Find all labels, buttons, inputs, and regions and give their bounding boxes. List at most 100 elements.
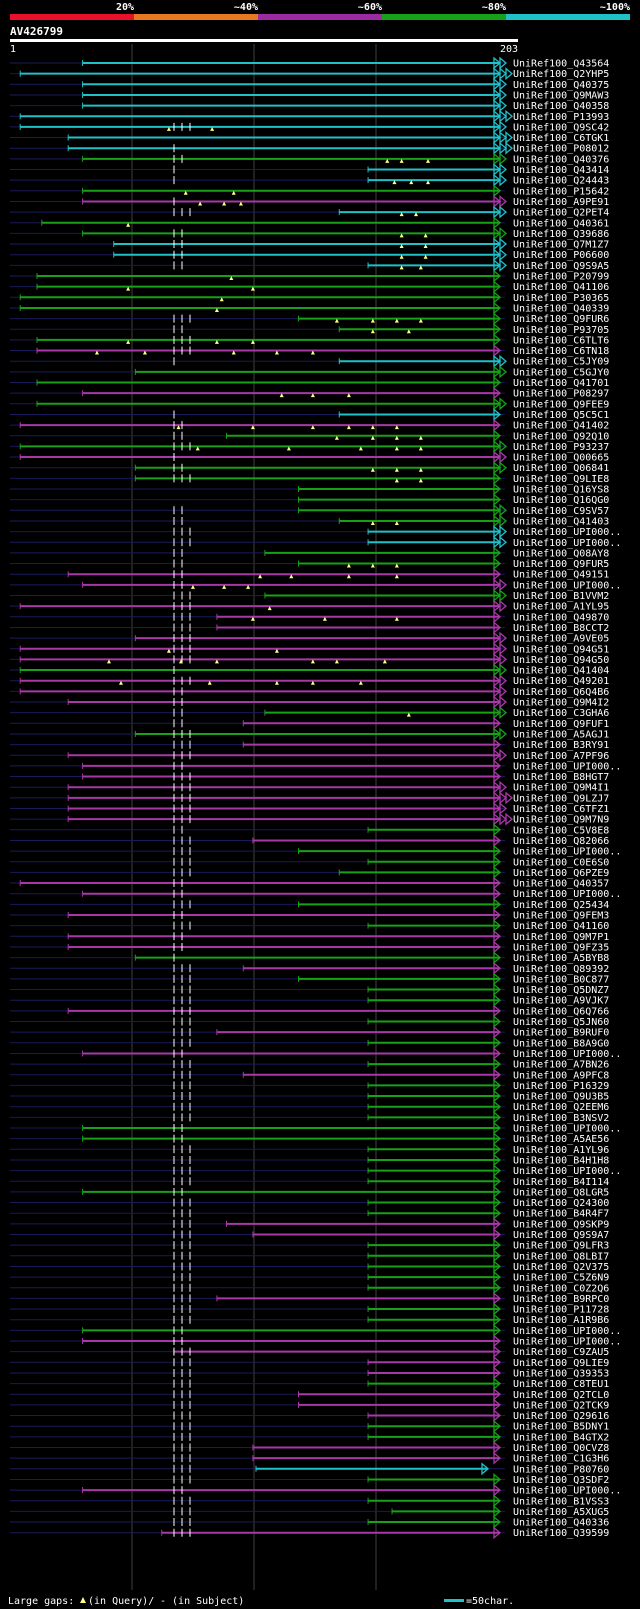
hit-label[interactable]: UniRef100_UPI000.. [513, 1337, 621, 1348]
hit-row[interactable]: UniRef100_A9PE91 [10, 195, 609, 208]
hit-row[interactable]: UniRef100_A5BYB8 [10, 951, 609, 965]
hit-label[interactable]: UniRef100_UPI000.. [513, 889, 621, 900]
hit-row[interactable]: UniRef100_P06600 [10, 248, 609, 262]
hit-label[interactable]: UniRef100_Q9SC42 [513, 122, 609, 133]
hit-label[interactable]: UniRef100_Q9FEM3 [513, 911, 609, 922]
hit-row[interactable]: UniRef100_B4I114 [10, 1174, 609, 1188]
hit-row[interactable]: UniRef100_B1VVM2 [10, 589, 609, 603]
hit-label[interactable]: UniRef100_Q40375 [513, 80, 609, 91]
hit-row[interactable]: UniRef100_B4GTX2 [10, 1430, 609, 1444]
hit-row[interactable]: UniRef100_Q43414 [10, 163, 609, 177]
hit-label[interactable]: UniRef100_P15642 [513, 186, 609, 197]
hit-label[interactable]: UniRef100_Q00665 [513, 453, 609, 464]
hit-label[interactable]: UniRef100_UPI000.. [513, 847, 621, 858]
hit-row[interactable]: UniRef100_A7PF96 [10, 748, 609, 762]
hit-row[interactable]: UniRef100_C8TEU1 [10, 1377, 609, 1391]
hit-row[interactable]: UniRef100_Q9LFR3 [10, 1238, 609, 1252]
hit-label[interactable]: UniRef100_UPI000.. [513, 1124, 621, 1135]
hit-row[interactable]: UniRef100_P08012 [10, 141, 609, 155]
hit-row[interactable]: UniRef100_Q41701 [10, 376, 609, 390]
hit-label[interactable]: UniRef100_C1G3H6 [513, 1454, 609, 1465]
hit-label[interactable]: UniRef100_P20799 [513, 272, 609, 283]
hit-label[interactable]: UniRef100_Q9MAW3 [513, 90, 609, 101]
hit-row[interactable]: UniRef100_P11728 [10, 1302, 609, 1316]
hit-row[interactable]: UniRef100_Q94G50 [10, 653, 609, 666]
hit-row[interactable]: UniRef100_Q9M7P1 [10, 929, 609, 943]
hit-row[interactable]: UniRef100_C5GJY0 [10, 365, 609, 379]
hit-row[interactable]: UniRef100_B5DNY1 [10, 1419, 609, 1433]
hit-label[interactable]: UniRef100_C9ZAU5 [513, 1347, 609, 1358]
hit-row[interactable]: UniRef100_B4R4F7 [10, 1206, 609, 1220]
hit-label[interactable]: UniRef100_C5Z6N9 [513, 1273, 609, 1284]
hit-row[interactable]: UniRef100_Q41404 [10, 663, 609, 677]
hit-row[interactable]: UniRef100_Q9FEM3 [10, 908, 609, 922]
hit-row[interactable]: UniRef100_Q2TCK9 [10, 1398, 609, 1412]
hit-row[interactable]: UniRef100_UPI000.. [10, 578, 621, 592]
hit-label[interactable]: UniRef100_B4H1H8 [513, 1155, 609, 1166]
hit-label[interactable]: UniRef100_C5GJY0 [513, 367, 609, 378]
hit-label[interactable]: UniRef100_B8HGT7 [513, 772, 609, 783]
hit-row[interactable]: UniRef100_P13993 [10, 109, 609, 123]
hit-row[interactable]: UniRef100_Q9SC42 [10, 120, 609, 133]
hit-row[interactable]: UniRef100_Q2PET4 [10, 205, 609, 219]
hit-label[interactable]: UniRef100_Q6Q766 [513, 1006, 609, 1017]
hit-row[interactable]: UniRef100_UPI000.. [10, 887, 621, 901]
hit-label[interactable]: UniRef100_Q9FUR6 [513, 314, 609, 325]
hit-row[interactable]: UniRef100_Q9FUR5 [10, 557, 609, 571]
hit-label[interactable]: UniRef100_B5DNY1 [513, 1422, 609, 1433]
hit-label[interactable]: UniRef100_UPI000.. [513, 1326, 621, 1337]
hit-label[interactable]: UniRef100_Q41403 [513, 516, 609, 527]
hit-label[interactable]: UniRef100_Q9M7N9 [513, 815, 609, 826]
hit-row[interactable]: UniRef100_Q24300 [10, 1196, 609, 1210]
hit-row[interactable]: UniRef100_A1YL96 [10, 1142, 609, 1156]
hit-row[interactable]: UniRef100_C5Z6N9 [10, 1270, 609, 1284]
hit-row[interactable]: UniRef100_Q9FZ35 [10, 940, 609, 954]
hit-row[interactable]: UniRef100_Q8LBI7 [10, 1249, 609, 1263]
hit-row[interactable]: UniRef100_Q9SKP9 [10, 1217, 609, 1231]
hit-row[interactable]: UniRef100_A1R9B6 [10, 1313, 609, 1327]
hit-row[interactable]: UniRef100_P30365 [10, 290, 609, 304]
hit-label[interactable]: UniRef100_A5XUG5 [513, 1507, 609, 1518]
hit-label[interactable]: UniRef100_A9VJK7 [513, 996, 609, 1007]
hit-row[interactable]: UniRef100_Q41402 [10, 418, 609, 432]
hit-label[interactable]: UniRef100_C6TGK1 [513, 133, 609, 144]
hit-row[interactable]: UniRef100_A9VE05 [10, 631, 609, 645]
hit-label[interactable]: UniRef100_Q9FEE9 [513, 399, 609, 410]
hit-row[interactable]: UniRef100_Q43564 [10, 56, 609, 70]
hit-row[interactable]: UniRef100_UPI000.. [10, 1483, 621, 1497]
hit-label[interactable]: UniRef100_Q39353 [513, 1368, 609, 1379]
hit-row[interactable]: UniRef100_C6TN18 [10, 344, 609, 358]
hit-row[interactable]: UniRef100_Q8LGR5 [10, 1185, 609, 1199]
hit-row[interactable]: UniRef100_Q41106 [10, 280, 609, 294]
hit-row[interactable]: UniRef100_C9SV57 [10, 503, 609, 517]
hit-row[interactable]: UniRef100_P20799 [10, 269, 609, 283]
hit-row[interactable]: UniRef100_Q9S9A7 [10, 1228, 609, 1242]
hit-label[interactable]: UniRef100_Q9FZ35 [513, 942, 609, 953]
hit-label[interactable]: UniRef100_Q7M1Z7 [513, 240, 609, 251]
hit-label[interactable]: UniRef100_Q49870 [513, 612, 609, 623]
hit-row[interactable]: UniRef100_C6TGK1 [10, 131, 609, 145]
hit-row[interactable]: UniRef100_Q39686 [10, 227, 609, 240]
hit-label[interactable]: UniRef100_Q41701 [513, 378, 609, 389]
hit-label[interactable]: UniRef100_P11728 [513, 1305, 609, 1316]
hit-label[interactable]: UniRef100_Q9M7P1 [513, 932, 609, 943]
hit-label[interactable]: UniRef100_B1VVM2 [513, 591, 609, 602]
hit-label[interactable]: UniRef100_UPI000.. [513, 580, 621, 591]
hit-label[interactable]: UniRef100_C3GHA6 [513, 708, 609, 719]
hit-label[interactable]: UniRef100_B0C877 [513, 974, 609, 985]
hit-label[interactable]: UniRef100_Q41404 [513, 666, 609, 677]
hit-row[interactable]: UniRef100_Q2V375 [10, 1260, 609, 1273]
hit-label[interactable]: UniRef100_Q41106 [513, 282, 609, 293]
hit-row[interactable]: UniRef100_P80760 [10, 1462, 609, 1476]
hit-label[interactable]: UniRef100_Q5JN60 [513, 1017, 609, 1028]
hit-row[interactable]: UniRef100_C1G3H6 [10, 1451, 609, 1465]
hit-row[interactable]: UniRef100_B0C877 [10, 972, 609, 986]
hit-row[interactable]: UniRef100_Q40357 [10, 876, 609, 890]
hit-label[interactable]: UniRef100_UPI000.. [513, 1486, 621, 1497]
hit-row[interactable]: UniRef100_C3GHA6 [10, 706, 609, 720]
hit-label[interactable]: UniRef100_Q2YHP5 [513, 69, 609, 80]
hit-row[interactable]: UniRef100_C5V8E8 [10, 823, 609, 837]
hit-row[interactable]: UniRef100_C0Z2Q6 [10, 1281, 609, 1295]
hit-row[interactable]: UniRef100_Q16YS8 [10, 482, 609, 496]
hit-label[interactable]: UniRef100_Q2TCL0 [513, 1390, 609, 1401]
